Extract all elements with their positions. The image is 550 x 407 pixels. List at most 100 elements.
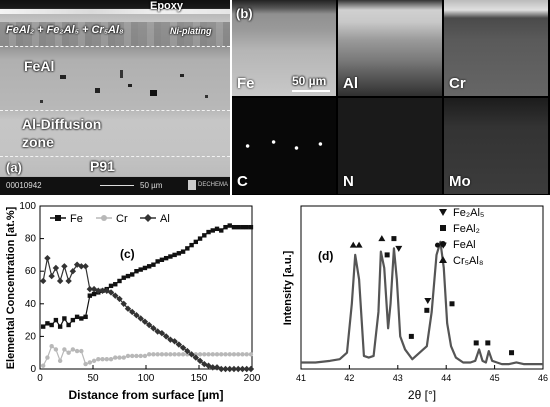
p91-label: P91: [90, 158, 115, 174]
data-point-fe: [113, 282, 118, 287]
dechema-logo: [188, 180, 196, 190]
epoxy-label: Epoxy: [150, 0, 184, 12]
data-point-cr: [87, 360, 93, 365]
data-point-cr: [159, 352, 165, 357]
data-point-al: [86, 285, 94, 293]
data-point-fe: [227, 223, 232, 228]
data-point-fe: [159, 257, 165, 262]
data-point-al: [48, 272, 55, 280]
panel-letter-b: (b): [236, 6, 253, 21]
data-point-al: [158, 329, 166, 337]
pore: [95, 88, 100, 93]
y-axis-title: Elemental Concentration [at.%]: [5, 206, 17, 369]
peak-marker-square: [408, 333, 414, 339]
data-point-al: [120, 300, 127, 307]
data-point-al: [78, 263, 85, 270]
data-point-fe: [172, 252, 177, 258]
legend-marker-triangle-down: [439, 209, 447, 216]
data-point-cr: [240, 352, 245, 357]
peak-marker-square: [485, 340, 491, 346]
scale-bar-line: [100, 185, 134, 186]
data-point-cr: [231, 352, 237, 357]
peak-marker-triangle-down: [424, 298, 432, 305]
data-point-al: [112, 292, 119, 299]
data-point-cr: [49, 343, 54, 349]
carbide-spots: [232, 136, 336, 156]
al-diffusion-label: Al-Diffusion: [22, 116, 102, 132]
y-tick-label: 40: [25, 299, 37, 310]
data-point-al: [65, 277, 72, 285]
legend-marker-square: [440, 225, 446, 231]
eds-maps-panel: Fe Al Cr C N Mo (b) 50 µm: [232, 0, 550, 195]
data-point-cr: [236, 352, 241, 357]
data-point-al: [82, 263, 89, 270]
data-point-al: [73, 261, 81, 268]
peak-marker-square: [509, 350, 515, 356]
map-al: Al: [338, 0, 442, 96]
data-point-al: [247, 365, 255, 373]
data-point-cr: [96, 357, 101, 362]
feal-label: FeAl: [24, 58, 55, 74]
data-point-cr: [197, 352, 203, 357]
legend-label: FeAl: [453, 239, 476, 251]
data-point-cr: [223, 352, 228, 357]
sem-info-bar: 00010942 50 µm DECHEMA: [0, 177, 230, 195]
data-point-al: [184, 347, 191, 355]
panel-letter-d: (d): [318, 249, 333, 263]
data-point-al: [239, 365, 246, 373]
x-tick-label: 42: [344, 373, 354, 383]
x-tick-label: 50: [87, 373, 99, 384]
pore: [128, 84, 132, 87]
data-point-al: [188, 351, 195, 358]
data-point-al: [69, 268, 77, 275]
data-point-al: [243, 365, 250, 373]
data-point-cr: [104, 357, 109, 362]
data-point-cr: [113, 355, 118, 360]
data-point-cr: [91, 358, 97, 364]
data-point-al: [56, 277, 64, 285]
data-point-cr: [244, 352, 249, 357]
data-point-al: [209, 364, 216, 371]
image-id: 00010942: [6, 181, 42, 190]
data-point-cr: [176, 352, 182, 357]
data-point-al: [90, 285, 98, 293]
plot-area-frame: [300, 205, 544, 370]
boundary-line: [0, 46, 230, 47]
outer-phase-band: [0, 22, 230, 46]
data-point-cr: [108, 357, 114, 362]
data-point-fe: [151, 262, 156, 267]
ni-plating-label: Ni-plating: [170, 26, 212, 36]
map-c: C: [232, 98, 336, 194]
x-axis-title: 2θ [°]: [408, 388, 436, 402]
series-line-al: [42, 258, 251, 370]
data-point-fe: [176, 251, 182, 256]
peak-marker-square: [384, 252, 390, 258]
data-point-al: [52, 264, 60, 272]
data-point-fe: [49, 322, 54, 328]
data-point-cr: [180, 352, 186, 357]
y-tick-label: 60: [25, 266, 37, 277]
data-point-fe: [130, 272, 135, 277]
data-point-cr: [74, 348, 80, 354]
data-point-fe: [108, 283, 114, 289]
panel-letter-c: (c): [120, 247, 135, 261]
x-tick-label: 41: [296, 373, 306, 383]
data-point-al: [230, 365, 238, 373]
data-point-fe: [125, 273, 131, 279]
peak-marker-triangle-up: [355, 241, 363, 248]
x-tick-label: 200: [244, 373, 261, 384]
pore: [205, 95, 208, 98]
data-point-cr: [130, 353, 135, 359]
data-point-al: [179, 344, 187, 352]
data-point-fe: [202, 233, 207, 238]
data-point-cr: [134, 353, 139, 359]
data-point-al: [235, 365, 242, 373]
data-point-fe: [117, 278, 122, 284]
data-point-fe: [53, 317, 59, 323]
data-point-cr: [100, 357, 105, 362]
logo-text: DECHEMA: [198, 182, 229, 188]
x-tick-label: 44: [441, 373, 451, 383]
data-point-cr: [83, 361, 88, 367]
data-point-cr: [53, 347, 59, 352]
legend: Fe₂Al₅ FeAl₂ FeAl Cr₅Al₈: [439, 207, 484, 267]
